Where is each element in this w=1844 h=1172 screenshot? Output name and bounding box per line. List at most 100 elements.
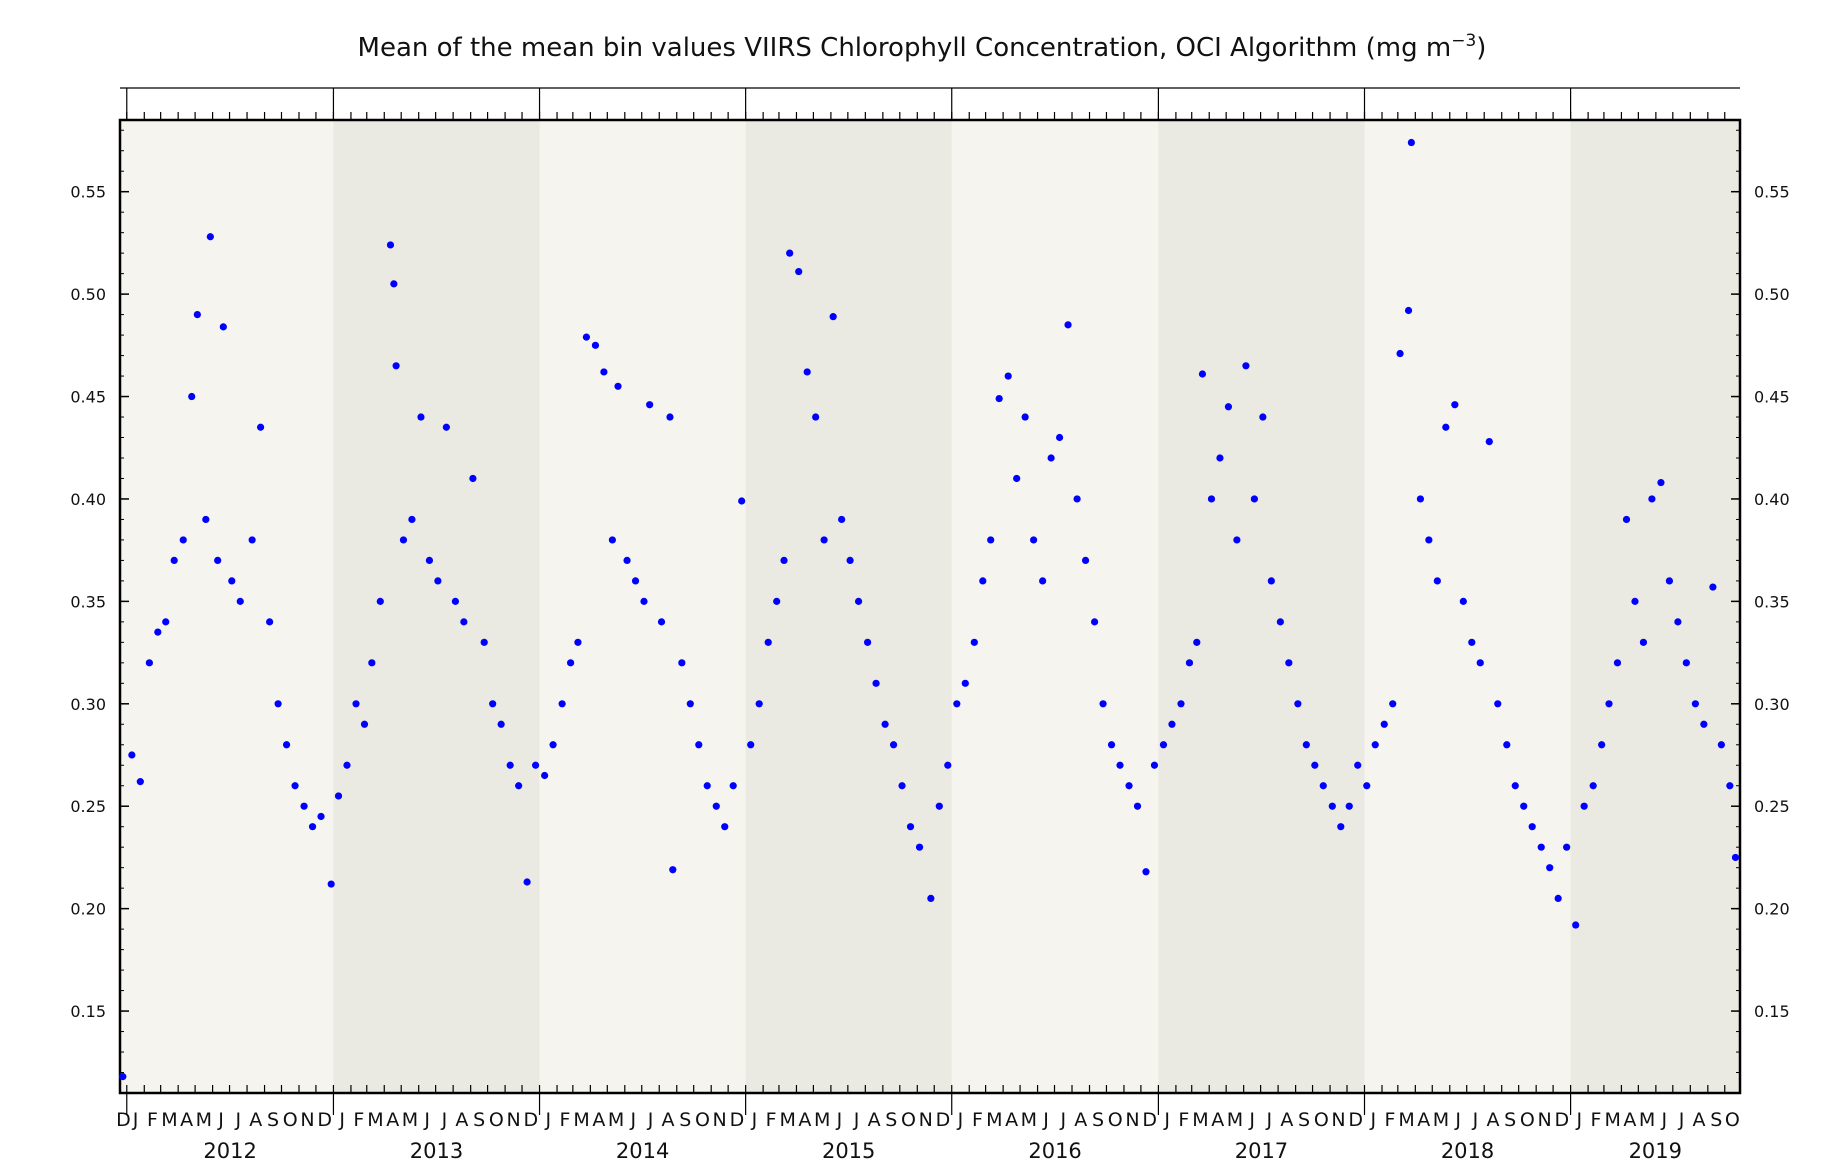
- x-month-label: N: [713, 1109, 727, 1131]
- y-tick-label-right: 0.15: [1754, 1002, 1790, 1021]
- x-month-label: F: [766, 1109, 777, 1131]
- data-point: [256, 423, 265, 431]
- data-point: [773, 597, 781, 605]
- x-month-label: D: [1555, 1109, 1570, 1131]
- data-point: [1700, 720, 1708, 728]
- x-month-label: M: [1433, 1109, 1449, 1131]
- x-month-label: J: [647, 1109, 654, 1131]
- data-point: [1520, 802, 1528, 810]
- data-point: [1250, 495, 1258, 503]
- year-band-2012: [126, 120, 334, 1093]
- data-point: [1224, 403, 1233, 411]
- data-point: [1047, 454, 1055, 462]
- data-point: [1459, 597, 1467, 605]
- data-point: [451, 597, 460, 605]
- x-year-label: 2019: [1629, 1139, 1682, 1163]
- data-point: [703, 782, 711, 790]
- data-point: [1691, 700, 1699, 708]
- x-month-label: A: [1005, 1109, 1018, 1131]
- data-point: [854, 597, 863, 605]
- data-point: [995, 394, 1003, 403]
- data-point: [1055, 433, 1064, 442]
- data-point: [1177, 700, 1185, 708]
- x-month-label: J: [132, 1109, 139, 1131]
- data-point: [747, 741, 755, 749]
- x-month-label: S: [1092, 1109, 1104, 1131]
- x-month-label: D: [730, 1109, 745, 1131]
- data-point: [1150, 761, 1159, 769]
- data-point: [1451, 401, 1459, 409]
- data-point: [755, 700, 763, 708]
- year-band-2017: [1158, 120, 1365, 1093]
- x-month-label: O: [283, 1109, 298, 1131]
- data-point: [497, 720, 505, 728]
- x-month-label: J: [957, 1109, 964, 1131]
- data-point: [317, 812, 325, 821]
- data-point: [1030, 536, 1038, 544]
- data-point: [202, 515, 210, 524]
- chart-title: Mean of the mean bin values VIIRS Chloro…: [358, 31, 1487, 63]
- data-point: [469, 474, 477, 483]
- data-point: [566, 659, 575, 667]
- data-point: [1503, 741, 1511, 749]
- data-point: [944, 761, 952, 769]
- data-point: [386, 241, 395, 249]
- x-month-label: A: [249, 1109, 262, 1131]
- x-month-label: S: [885, 1109, 897, 1131]
- data-point: [1233, 536, 1241, 544]
- data-point: [1039, 577, 1047, 585]
- data-point: [236, 597, 244, 605]
- data-point: [812, 413, 820, 421]
- data-point: [608, 536, 616, 544]
- data-point: [399, 536, 408, 544]
- x-month-label: A: [386, 1109, 399, 1131]
- data-point: [1116, 761, 1124, 769]
- x-month-label: A: [1211, 1109, 1224, 1131]
- data-point: [820, 536, 828, 544]
- x-month-label: N: [1125, 1109, 1139, 1131]
- data-point: [591, 341, 600, 349]
- x-month-label: M: [608, 1109, 624, 1131]
- x-month-label: S: [267, 1109, 279, 1131]
- x-month-label: A: [1074, 1109, 1087, 1131]
- y-tick-label-right: 0.25: [1754, 797, 1790, 816]
- data-point: [646, 401, 654, 409]
- y-tick-label: 0.55: [70, 183, 106, 202]
- data-point: [712, 802, 720, 810]
- data-point: [1717, 741, 1725, 749]
- x-month-label: N: [919, 1109, 933, 1131]
- x-month-label: O: [489, 1109, 504, 1131]
- data-point: [1554, 894, 1562, 903]
- data-point: [1185, 659, 1194, 667]
- data-point: [1371, 741, 1379, 749]
- y-tick-label-right: 0.20: [1754, 900, 1790, 919]
- y-tick-label: 0.45: [70, 388, 106, 407]
- x-month-label: F: [972, 1109, 983, 1131]
- data-point: [1589, 782, 1597, 790]
- data-point: [686, 700, 694, 708]
- x-month-label: J: [234, 1109, 241, 1131]
- x-month-label: N: [1331, 1109, 1345, 1131]
- y-tick-label-right: 0.35: [1754, 592, 1790, 611]
- data-point: [795, 267, 803, 276]
- y-tick-label-right: 0.55: [1754, 183, 1790, 202]
- data-point: [531, 761, 540, 769]
- data-point: [1511, 782, 1519, 790]
- data-point: [1622, 515, 1631, 524]
- data-point: [1099, 700, 1107, 708]
- x-month-label: J: [853, 1109, 860, 1131]
- y-tick-label-right: 0.50: [1754, 285, 1790, 304]
- data-point: [1207, 495, 1216, 503]
- x-month-label: A: [1693, 1109, 1706, 1131]
- y-tick-label-right: 0.40: [1754, 490, 1790, 509]
- x-month-label: J: [338, 1109, 345, 1131]
- x-month-label: A: [798, 1109, 811, 1131]
- data-point: [953, 700, 961, 708]
- data-point: [786, 249, 794, 257]
- data-point: [970, 638, 978, 646]
- x-month-label: S: [1504, 1109, 1516, 1131]
- x-month-label: N: [1538, 1109, 1552, 1131]
- data-point: [549, 741, 557, 749]
- x-month-label: D: [317, 1109, 332, 1131]
- data-point: [657, 618, 666, 626]
